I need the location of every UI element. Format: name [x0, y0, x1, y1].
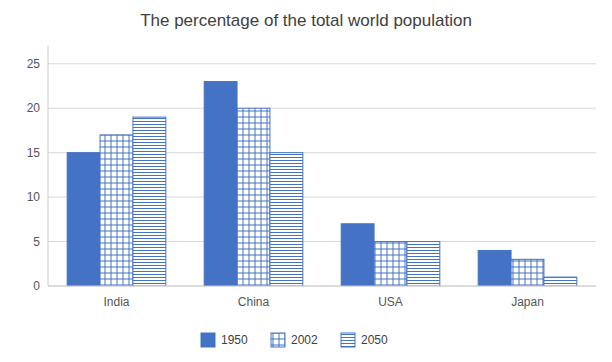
chart-container: The percentage of the total world popula… [0, 0, 612, 362]
x-tick-label: USA [378, 295, 403, 309]
y-axis-line [48, 46, 49, 286]
y-tick-label: 25 [27, 57, 41, 71]
legend: 1950 2002 2050 [201, 333, 388, 347]
legend-label: 1950 [221, 333, 248, 347]
grid-line [48, 63, 596, 64]
bars [67, 82, 577, 286]
bar [204, 82, 237, 286]
bar [133, 117, 166, 286]
bar [270, 153, 303, 286]
chart: The percentage of the total world popula… [0, 0, 612, 362]
legend-swatch [271, 333, 285, 347]
legend-label: 2050 [361, 333, 388, 347]
legend-label: 2002 [291, 333, 318, 347]
bar [341, 224, 374, 286]
x-tick-label: China [238, 295, 270, 309]
bar [374, 242, 407, 286]
bar [478, 250, 511, 286]
legend-swatch [201, 333, 215, 347]
bar [511, 259, 544, 286]
y-tick-label: 20 [27, 101, 41, 115]
x-tick-label: Japan [511, 295, 544, 309]
legend-swatch [341, 333, 355, 347]
y-tick-label: 10 [27, 190, 41, 204]
grid [48, 64, 596, 286]
bar [237, 108, 270, 286]
bar [67, 153, 100, 286]
grid-line [48, 286, 596, 287]
title: The percentage of the total world popula… [140, 11, 472, 30]
x-tick-label: India [103, 295, 129, 309]
y-tick-label: 15 [27, 146, 41, 160]
y-tick-label: 5 [33, 235, 40, 249]
x-axis-line [48, 286, 596, 287]
grid-line [48, 108, 596, 109]
y-tick-label: 0 [33, 279, 40, 293]
bar [544, 277, 577, 286]
bar [407, 242, 440, 286]
bar [100, 135, 133, 286]
